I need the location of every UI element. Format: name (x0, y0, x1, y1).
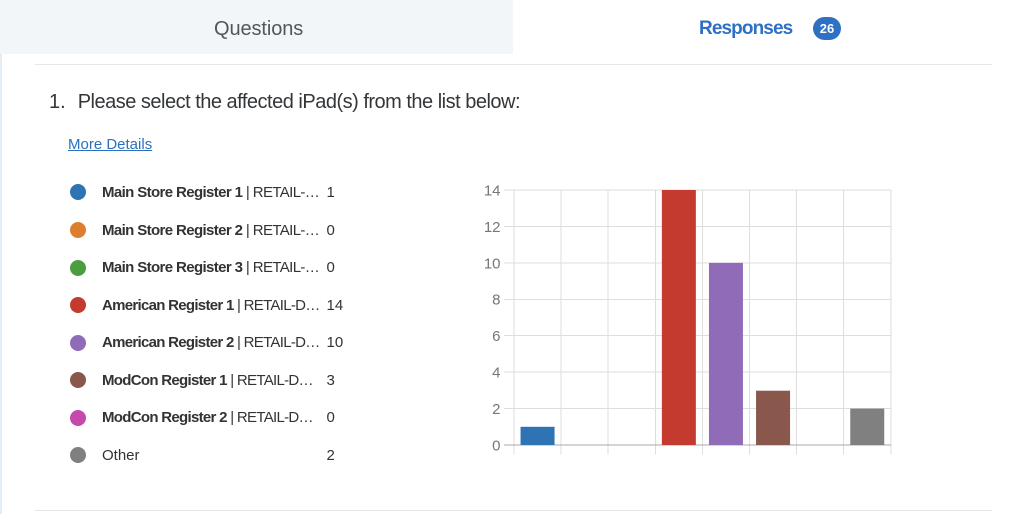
svg-text:10: 10 (484, 255, 501, 272)
svg-text:14: 14 (484, 182, 501, 199)
svg-text:2: 2 (492, 401, 500, 418)
svg-text:8: 8 (492, 292, 500, 309)
svg-text:6: 6 (492, 328, 500, 345)
svg-text:12: 12 (484, 219, 501, 236)
svg-text:0: 0 (492, 437, 500, 454)
svg-text:4: 4 (492, 365, 500, 382)
